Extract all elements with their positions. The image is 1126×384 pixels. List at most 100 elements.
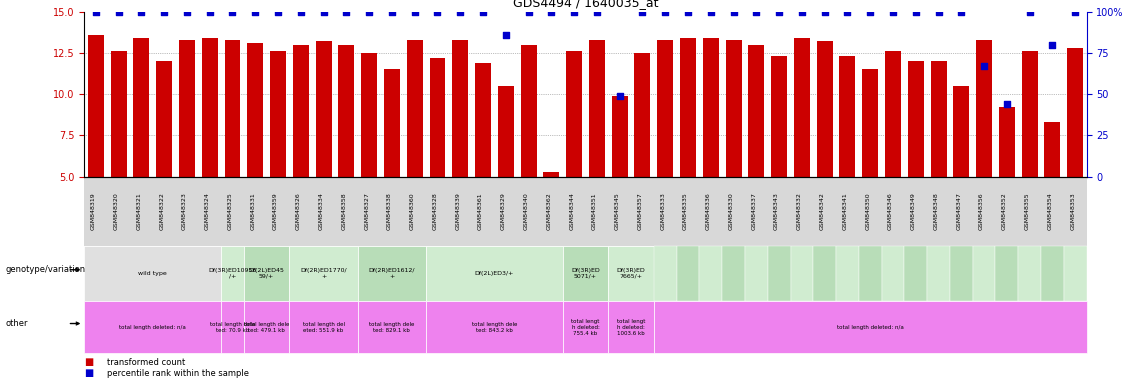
Text: GSM848346: GSM848346 xyxy=(888,192,893,230)
Text: total lengt
h deleted:
1003.6 kb: total lengt h deleted: 1003.6 kb xyxy=(617,319,645,336)
Bar xyxy=(293,45,309,259)
Point xyxy=(656,8,674,15)
Point xyxy=(429,8,447,15)
Bar xyxy=(475,63,491,259)
Bar xyxy=(749,45,765,259)
Bar xyxy=(88,35,104,259)
Point xyxy=(679,8,697,15)
Text: GSM848327: GSM848327 xyxy=(364,192,369,230)
Text: GSM848319: GSM848319 xyxy=(91,192,96,230)
Text: GSM848338: GSM848338 xyxy=(387,192,392,230)
Bar xyxy=(224,40,241,259)
Bar xyxy=(725,40,742,259)
Text: percentile rank within the sample: percentile rank within the sample xyxy=(107,369,249,378)
Point xyxy=(269,8,287,15)
Point xyxy=(543,8,561,15)
Point xyxy=(906,8,924,15)
Point xyxy=(1020,8,1038,15)
Text: GSM848354: GSM848354 xyxy=(1047,192,1053,230)
Bar xyxy=(634,53,651,259)
Bar xyxy=(520,45,537,259)
Text: ■: ■ xyxy=(84,368,93,378)
Text: GSM848334: GSM848334 xyxy=(319,192,323,230)
Point xyxy=(519,8,537,15)
Text: genotype/variation: genotype/variation xyxy=(6,265,86,274)
Text: ■: ■ xyxy=(84,357,93,367)
Bar xyxy=(703,38,718,259)
Text: other: other xyxy=(6,319,28,328)
Title: GDS4494 / 1640035_at: GDS4494 / 1640035_at xyxy=(512,0,659,9)
Text: GSM848359: GSM848359 xyxy=(272,192,278,230)
Bar xyxy=(544,172,560,259)
Text: GSM848336: GSM848336 xyxy=(706,192,711,230)
Text: GSM848330: GSM848330 xyxy=(729,192,733,230)
Text: GSM848332: GSM848332 xyxy=(797,192,802,230)
Text: GSM848325: GSM848325 xyxy=(227,192,232,230)
Bar xyxy=(566,51,582,259)
Text: GSM848351: GSM848351 xyxy=(592,192,597,230)
Bar xyxy=(1045,122,1061,259)
Text: total length dele
ted: 479.1 kb: total length dele ted: 479.1 kb xyxy=(244,322,289,333)
Bar xyxy=(429,58,446,259)
Text: GSM848341: GSM848341 xyxy=(842,192,848,230)
Point xyxy=(155,8,173,15)
Bar xyxy=(1067,48,1083,259)
Point xyxy=(953,8,971,15)
Point xyxy=(998,101,1016,107)
Bar xyxy=(976,40,992,259)
Point xyxy=(724,8,742,15)
Bar xyxy=(658,40,673,259)
Text: GSM848343: GSM848343 xyxy=(774,192,779,230)
Text: GSM848324: GSM848324 xyxy=(205,192,209,230)
Point xyxy=(338,8,356,15)
Text: GSM848344: GSM848344 xyxy=(569,192,574,230)
Text: GSM848352: GSM848352 xyxy=(1002,192,1007,230)
Text: GSM848345: GSM848345 xyxy=(615,192,619,230)
Text: total lengt
h deleted:
755.4 kb: total lengt h deleted: 755.4 kb xyxy=(571,319,600,336)
Bar xyxy=(110,51,126,259)
Point xyxy=(861,8,879,15)
Text: Df(2L)ED45
59/+: Df(2L)ED45 59/+ xyxy=(249,268,285,279)
Text: Df(2R)ED1770/
+: Df(2R)ED1770/ + xyxy=(301,268,347,279)
Point xyxy=(565,8,583,15)
Point xyxy=(610,93,628,99)
Point xyxy=(839,8,857,15)
Point xyxy=(314,8,332,15)
Bar xyxy=(908,61,923,259)
Bar xyxy=(453,40,468,259)
Bar xyxy=(885,51,901,259)
Point xyxy=(360,8,378,15)
Text: GSM848349: GSM848349 xyxy=(911,192,915,230)
Text: wild type: wild type xyxy=(138,271,167,276)
Point xyxy=(109,8,127,15)
Text: GSM848321: GSM848321 xyxy=(136,192,142,230)
Bar xyxy=(930,61,947,259)
Text: GSM848323: GSM848323 xyxy=(182,192,187,230)
Point xyxy=(223,8,241,15)
Point xyxy=(200,8,218,15)
Bar xyxy=(680,38,696,259)
Text: GSM848322: GSM848322 xyxy=(159,192,164,230)
Bar xyxy=(794,38,810,259)
Point xyxy=(178,8,196,15)
Bar xyxy=(157,61,172,259)
Bar xyxy=(133,38,150,259)
Text: GSM848355: GSM848355 xyxy=(1025,192,1029,230)
Text: transformed count: transformed count xyxy=(107,358,185,367)
Point xyxy=(383,8,401,15)
Bar xyxy=(384,70,400,259)
Text: GSM848328: GSM848328 xyxy=(432,192,438,230)
Text: total length deleted: n/a: total length deleted: n/a xyxy=(837,325,904,330)
Bar xyxy=(863,70,878,259)
Text: GSM848329: GSM848329 xyxy=(501,192,506,230)
Bar xyxy=(1021,51,1038,259)
Point xyxy=(405,8,423,15)
Point xyxy=(634,8,652,15)
Point xyxy=(975,63,993,69)
Point xyxy=(87,8,105,15)
Bar xyxy=(999,107,1015,259)
Point xyxy=(770,8,788,15)
Bar xyxy=(315,41,331,259)
Bar xyxy=(270,51,286,259)
Bar xyxy=(248,43,263,259)
